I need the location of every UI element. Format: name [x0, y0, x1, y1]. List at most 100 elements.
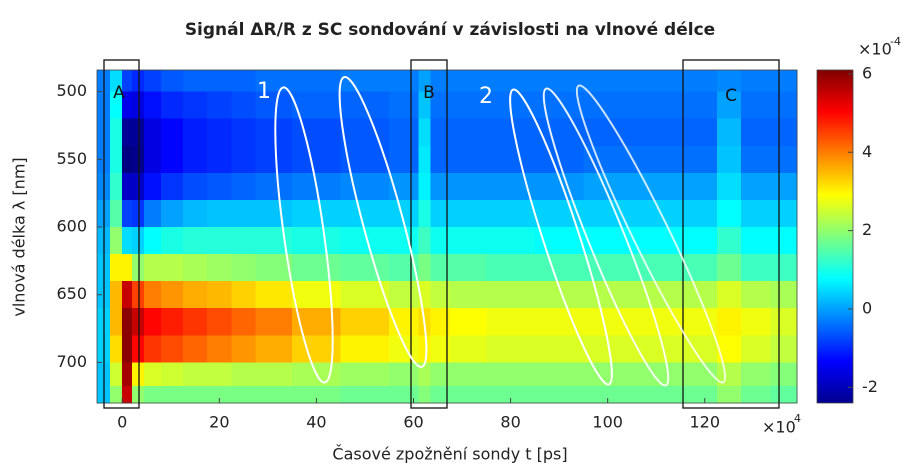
heat-cell — [770, 308, 797, 336]
heat-cell — [632, 70, 681, 92]
heat-cell — [256, 146, 293, 174]
heat-cell — [741, 146, 771, 174]
colorbar-tick-label: 0 — [862, 298, 872, 317]
heat-cell — [770, 362, 797, 386]
heat-cell — [583, 308, 632, 336]
heat-cell — [183, 254, 208, 282]
heat-cell — [486, 70, 535, 92]
heat-cell — [292, 119, 341, 147]
heat-cell — [122, 308, 132, 336]
heat-cell — [535, 119, 584, 147]
heat-cell — [144, 119, 161, 147]
colorbar — [817, 70, 853, 403]
heat-cell — [144, 281, 161, 309]
heat-cell — [770, 335, 797, 363]
y-tick-label: 650 — [56, 284, 87, 303]
heat-cell — [132, 200, 145, 228]
page: Signál ΔR/R z SC sondování v závislosti … — [0, 0, 912, 467]
heat-cell — [717, 146, 742, 174]
heat-cell — [122, 227, 132, 255]
heat-cell — [632, 119, 681, 147]
heat-cell — [122, 146, 132, 174]
heat-cell — [110, 146, 123, 174]
heat-cell — [231, 200, 256, 228]
heat-cell — [110, 386, 123, 403]
heat-cell — [680, 70, 717, 92]
heat-cell — [486, 146, 535, 174]
heat-cell — [292, 227, 341, 255]
heat-cell — [770, 92, 797, 120]
heat-cell — [418, 227, 431, 255]
heat-cell — [132, 308, 145, 336]
heat-cell — [389, 227, 419, 255]
heat-cell — [183, 200, 208, 228]
chart-title: Signál ΔR/R z SC sondování v závislosti … — [185, 20, 715, 40]
heat-cell — [680, 173, 717, 201]
heat-cell — [486, 308, 535, 336]
heat-cell — [583, 70, 632, 92]
heat-cell — [632, 146, 681, 174]
colorbar-scale-base: ×10 — [858, 40, 892, 59]
heat-cell — [132, 173, 145, 201]
heat-cell — [161, 227, 183, 255]
heat-cell — [207, 227, 232, 255]
heat-cell — [717, 227, 742, 255]
heat-cell — [183, 362, 208, 386]
heat-cell — [161, 308, 183, 336]
heat-cell — [144, 386, 161, 403]
heat-cell — [486, 281, 535, 309]
heat-cell — [450, 386, 487, 403]
heat-cell — [680, 308, 717, 336]
heat-cell — [535, 254, 584, 282]
heat-cell — [741, 281, 771, 309]
heat-cell — [122, 362, 132, 386]
heat-cell — [632, 173, 681, 201]
heat-cell — [389, 146, 419, 174]
heat-cell — [770, 200, 797, 228]
heat-cell — [161, 362, 183, 386]
heat-cell — [183, 308, 208, 336]
heat-cell — [132, 335, 145, 363]
heat-cell — [717, 308, 742, 336]
heat-cell — [231, 254, 256, 282]
heat-cell — [389, 92, 419, 120]
heat-cell — [741, 386, 771, 403]
x-tick-label: 0 — [117, 413, 127, 432]
heat-cell — [717, 200, 742, 228]
heat-cell — [144, 254, 161, 282]
heat-cell — [680, 146, 717, 174]
heat-cell — [122, 281, 132, 309]
heat-cell — [132, 70, 145, 92]
heat-cell — [450, 200, 487, 228]
heat-cell — [144, 92, 161, 120]
heat-cell — [418, 119, 431, 147]
heat-cell — [341, 281, 390, 309]
y-tick-label: 700 — [56, 352, 87, 371]
heat-cell — [450, 281, 487, 309]
y-axis-label: vlnová délka λ [nm] — [10, 157, 29, 316]
x-tick-label: 40 — [306, 413, 326, 432]
heat-cell — [132, 227, 145, 255]
heat-cell — [450, 146, 487, 174]
heat-cell — [231, 308, 256, 336]
heat-cell — [161, 281, 183, 309]
heat-cell — [161, 386, 183, 403]
heat-cell — [231, 362, 256, 386]
x-scale-base: ×10 — [762, 418, 796, 437]
heat-cell — [741, 70, 771, 92]
colorbar-tick-label: 4 — [862, 142, 872, 161]
heat-cell — [389, 119, 419, 147]
heat-cell — [680, 200, 717, 228]
heat-cell — [183, 386, 208, 403]
heat-cell — [144, 362, 161, 386]
heat-cell — [207, 70, 232, 92]
heat-cell — [450, 227, 487, 255]
x-tick-label: 100 — [592, 413, 623, 432]
heat-cell — [450, 308, 487, 336]
heat-cell — [110, 227, 123, 255]
heat-cell — [122, 173, 132, 201]
heat-cell — [583, 227, 632, 255]
heat-cell — [680, 92, 717, 120]
heat-cell — [183, 70, 208, 92]
colorbar-tick-label: -2 — [862, 377, 878, 396]
